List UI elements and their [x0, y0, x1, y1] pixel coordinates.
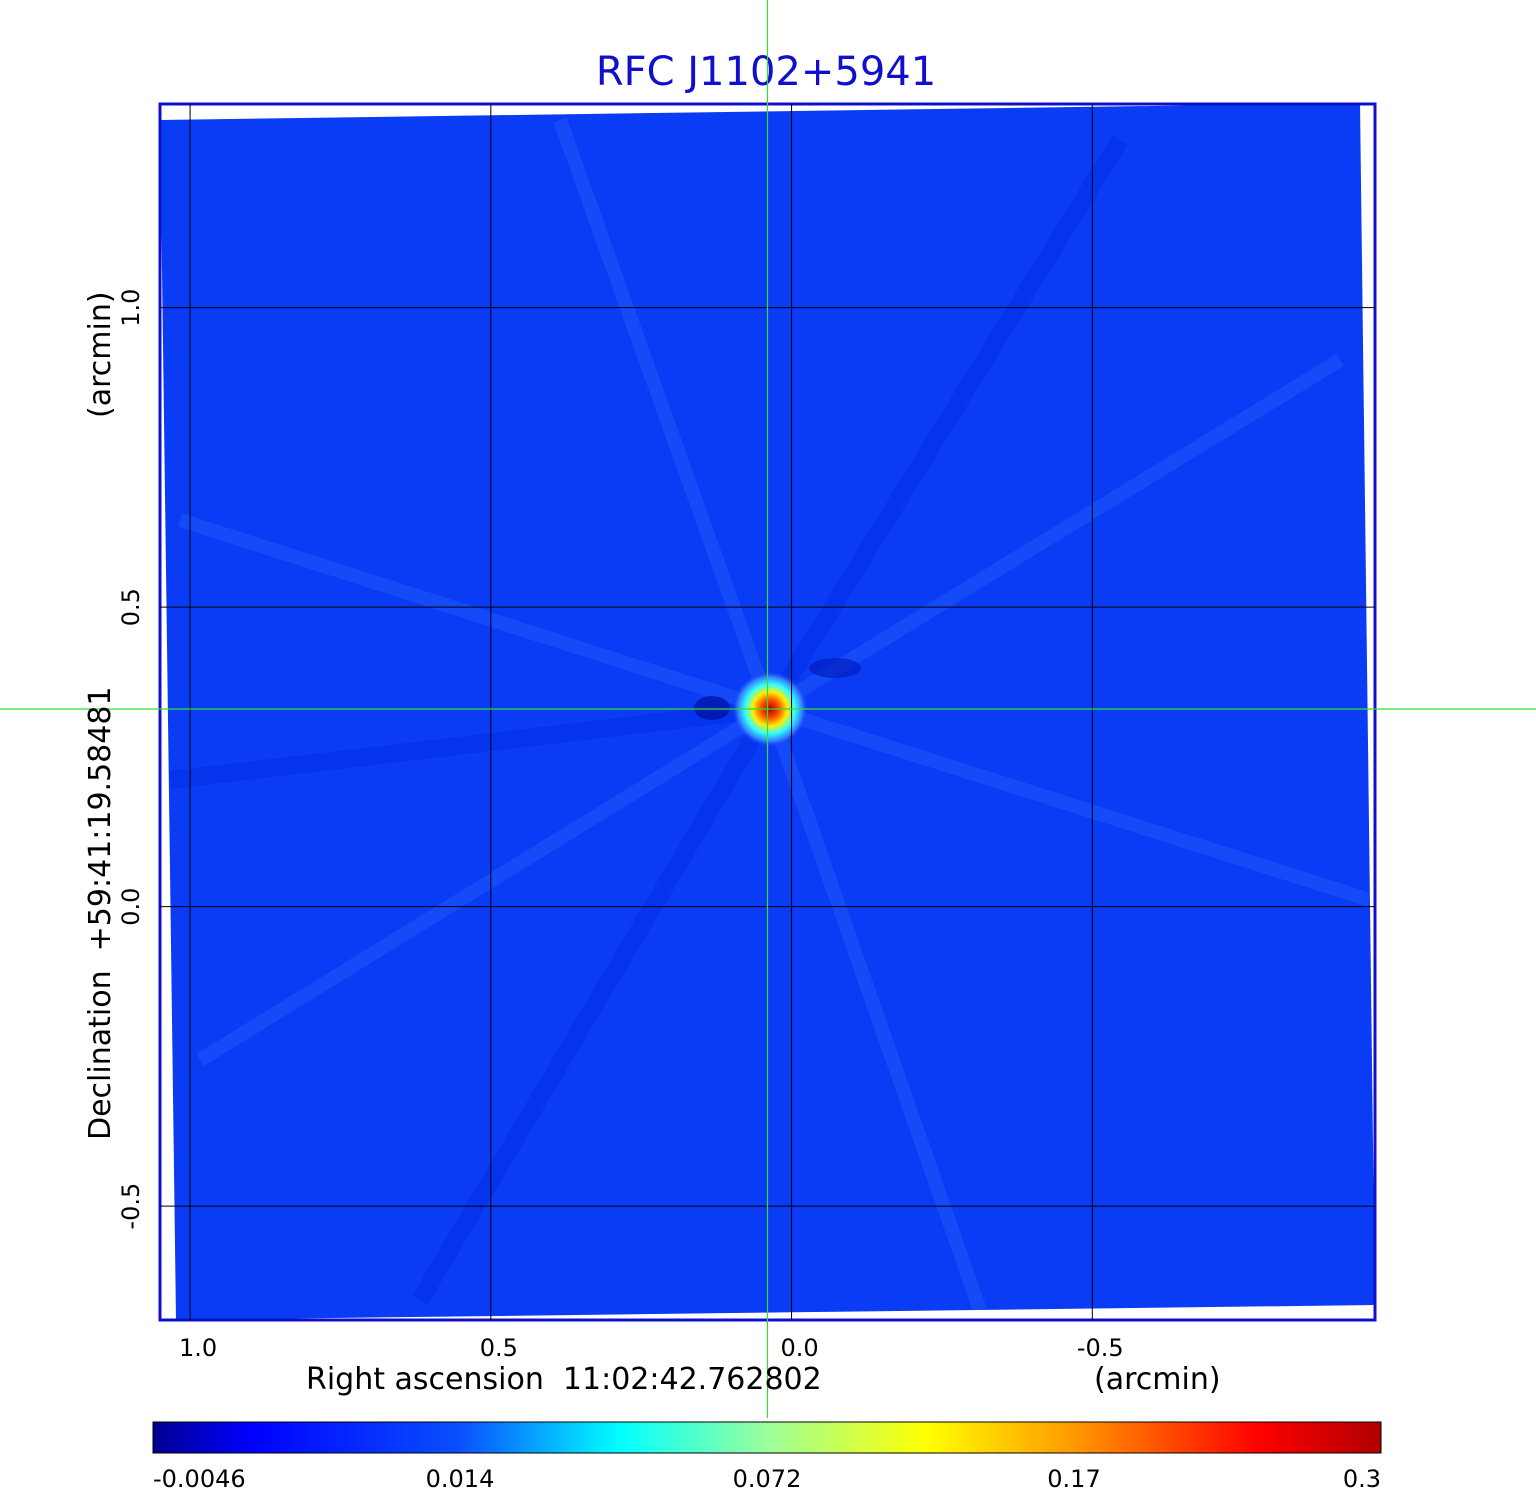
y-axis-unit: (arcmin) — [83, 291, 118, 418]
colorbar-tick-label: 0.3 — [1343, 1465, 1381, 1493]
x-tick-label: 0.5 — [480, 1334, 518, 1362]
colorbar-tick-label: 0.014 — [426, 1465, 495, 1493]
sidelobe-pattern — [168, 117, 1373, 1313]
y-tick-label: 0.5 — [117, 588, 145, 626]
chart-title: RFC J1102+5941 — [596, 49, 936, 95]
colorbar: -0.0046 0.014 0.072 0.17 0.3 — [152, 1421, 1382, 1493]
crosshair — [0, 0, 1536, 1418]
colorbar-tick-label: 0.17 — [1047, 1465, 1100, 1493]
x-axis-ticks: 1.0 0.5 0.0 -0.5 — [179, 1334, 1124, 1362]
y-axis-ticks: 1.0 0.5 0.0 -0.5 — [117, 289, 145, 1230]
y-tick-label: 1.0 — [117, 289, 145, 327]
x-tick-label: 0.0 — [780, 1334, 818, 1362]
x-axis-label: Right ascension 11:02:42.762802 — [306, 1362, 822, 1397]
x-tick-label: 1.0 — [179, 1334, 217, 1362]
colorbar-tick-label: -0.0046 — [153, 1465, 246, 1493]
y-tick-label: -0.5 — [117, 1183, 145, 1230]
colorbar-ticks: -0.0046 0.014 0.072 0.17 0.3 — [153, 1465, 1381, 1493]
sky-image — [0, 0, 1536, 1418]
y-axis-label: Declination +59:41:19.58481 — [83, 686, 118, 1140]
colorbar-tick-label: 0.072 — [733, 1465, 802, 1493]
colorbar-gradient — [152, 1421, 1382, 1454]
x-axis-unit: (arcmin) — [1094, 1362, 1221, 1397]
x-tick-label: -0.5 — [1077, 1334, 1124, 1362]
y-tick-label: 0.0 — [117, 888, 145, 926]
